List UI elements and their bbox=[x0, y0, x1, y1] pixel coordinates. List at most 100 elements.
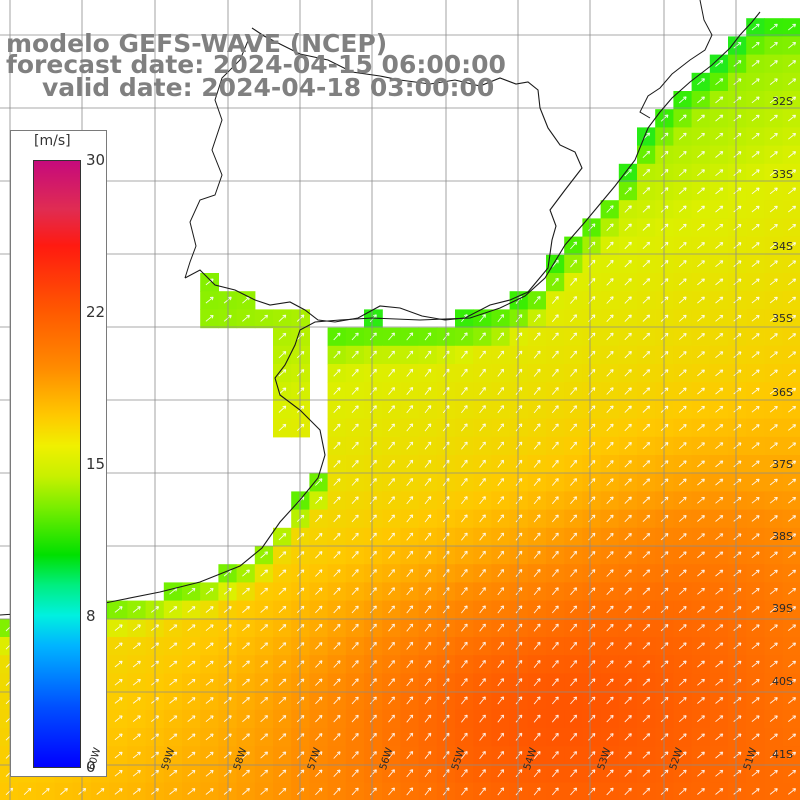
wind-arrow bbox=[351, 678, 359, 687]
wind-arrow bbox=[260, 696, 269, 704]
wind-arrow bbox=[278, 605, 287, 614]
wind-arrow bbox=[479, 332, 486, 341]
wind-arrow bbox=[715, 587, 724, 595]
wind-arrow bbox=[788, 333, 797, 340]
wind-arrow bbox=[769, 205, 778, 213]
wind-arrow bbox=[278, 423, 287, 432]
wind-arrow bbox=[788, 314, 797, 322]
wind-arrow bbox=[678, 405, 687, 413]
wind-arrow bbox=[588, 605, 596, 614]
wind-arrow bbox=[751, 205, 760, 213]
wind-arrow bbox=[733, 369, 742, 377]
wind-arrow bbox=[570, 296, 578, 304]
wind-arrow bbox=[169, 788, 178, 795]
wind-arrow bbox=[788, 187, 797, 195]
wind-arrow bbox=[697, 496, 705, 504]
wind-arrow bbox=[23, 787, 32, 796]
wind-arrow bbox=[551, 787, 559, 796]
wind-arrow bbox=[678, 751, 687, 759]
wind-arrow bbox=[515, 386, 523, 395]
wind-arrow bbox=[642, 241, 651, 250]
wind-arrow bbox=[515, 750, 523, 759]
wind-arrow bbox=[260, 787, 269, 795]
wind-arrow bbox=[406, 386, 414, 395]
wind-arrow bbox=[788, 78, 797, 85]
wind-arrow bbox=[132, 606, 141, 613]
wind-arrow bbox=[424, 441, 432, 450]
wind-arrow bbox=[497, 750, 505, 759]
wind-arrow bbox=[660, 769, 669, 777]
wind-arrow bbox=[315, 733, 323, 741]
wind-arrow bbox=[333, 642, 341, 650]
wind-arrow bbox=[406, 459, 414, 468]
wind-arrow bbox=[369, 787, 377, 796]
wind-arrow bbox=[461, 678, 468, 687]
wind-arrow bbox=[788, 41, 797, 49]
wind-arrow bbox=[715, 260, 724, 268]
wind-arrow bbox=[260, 642, 269, 650]
wind-arrow bbox=[497, 605, 505, 614]
wind-arrow bbox=[788, 624, 797, 631]
wind-arrow bbox=[369, 350, 377, 359]
wind-arrow bbox=[333, 605, 341, 614]
wind-arrow bbox=[333, 714, 341, 723]
wind-arrow bbox=[424, 787, 432, 796]
wind-arrow bbox=[715, 132, 724, 140]
wind-arrow bbox=[606, 205, 614, 213]
wind-arrow bbox=[697, 533, 705, 541]
wind-arrow bbox=[278, 369, 287, 377]
wind-arrow bbox=[660, 442, 669, 450]
wind-arrow bbox=[769, 660, 778, 668]
wind-arrow bbox=[296, 714, 305, 723]
wind-arrow bbox=[733, 96, 742, 104]
wind-arrow bbox=[588, 532, 596, 541]
wind-arrow bbox=[315, 660, 323, 668]
wind-arrow bbox=[461, 368, 468, 377]
wind-arrow bbox=[715, 387, 724, 395]
wind-arrow bbox=[788, 369, 797, 377]
wind-arrow bbox=[551, 514, 559, 523]
wind-arrow bbox=[479, 477, 486, 486]
wind-cell bbox=[637, 127, 656, 147]
wind-arrow bbox=[606, 787, 614, 796]
wind-arrow bbox=[733, 169, 742, 176]
wind-arrow bbox=[678, 187, 687, 195]
wind-arrow bbox=[642, 478, 651, 486]
wind-arrow bbox=[388, 641, 395, 650]
wind-cell bbox=[309, 491, 329, 511]
wind-arrow bbox=[278, 660, 287, 668]
wind-cell bbox=[309, 728, 329, 747]
wind-arrow bbox=[187, 733, 196, 741]
wind-cell bbox=[637, 436, 656, 456]
wind-arrow bbox=[624, 751, 632, 759]
wind-arrow bbox=[788, 551, 797, 559]
wind-arrow bbox=[751, 496, 760, 504]
wind-arrow bbox=[642, 187, 651, 195]
wind-arrow bbox=[678, 551, 687, 559]
wind-arrow bbox=[369, 387, 377, 395]
wind-arrow bbox=[424, 769, 432, 778]
wind-arrow bbox=[624, 168, 632, 177]
wind-arrow bbox=[769, 587, 778, 595]
wind-arrow bbox=[424, 678, 432, 687]
wind-arrow bbox=[315, 587, 323, 595]
wind-arrow bbox=[751, 697, 760, 704]
wind-arrow bbox=[515, 459, 523, 468]
wind-cell bbox=[637, 546, 656, 565]
wind-arrow bbox=[588, 223, 596, 232]
wind-arrow bbox=[333, 369, 341, 377]
wind-arrow bbox=[660, 114, 669, 122]
wind-arrow bbox=[205, 733, 214, 741]
wind-arrow bbox=[733, 314, 742, 322]
wind-arrow bbox=[169, 660, 178, 668]
wind-arrow bbox=[660, 296, 669, 304]
wind-arrow bbox=[697, 151, 705, 158]
wind-arrow bbox=[551, 696, 559, 705]
wind-cell bbox=[637, 655, 656, 674]
wind-arrow bbox=[570, 350, 578, 359]
wind-arrow bbox=[715, 606, 724, 613]
wind-arrow bbox=[533, 587, 541, 596]
wind-cell bbox=[637, 382, 656, 401]
wind-arrow bbox=[551, 314, 559, 323]
wind-arrow bbox=[715, 769, 724, 777]
